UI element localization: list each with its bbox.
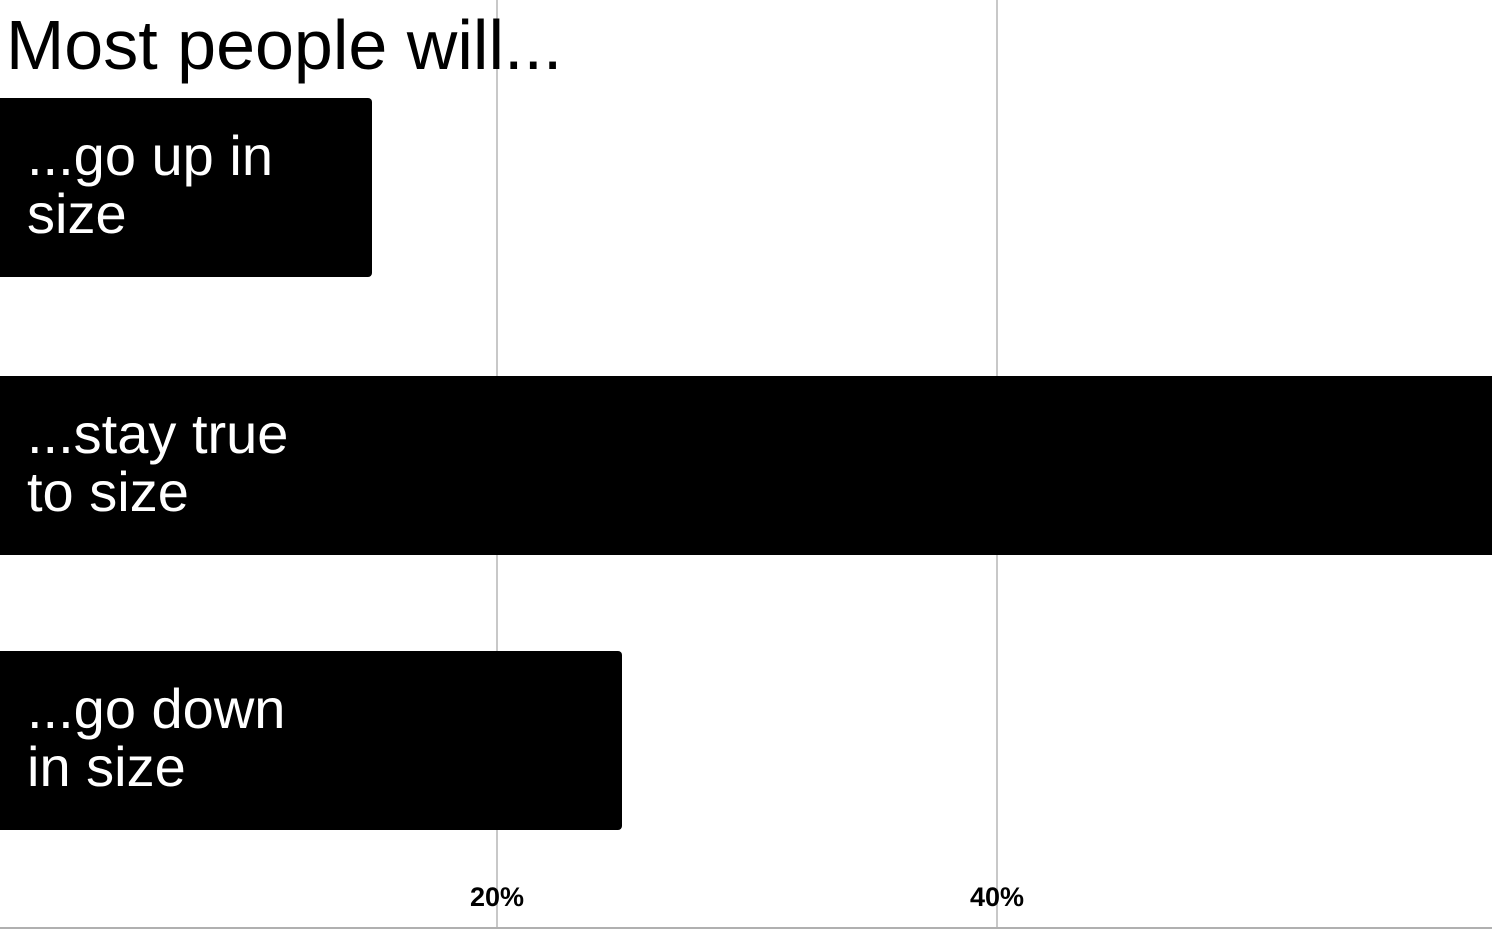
bar-label-2-line-1: ...stay true (27, 402, 288, 465)
bar-1 (0, 98, 372, 277)
bar-label-1: ...go up in size (27, 124, 273, 245)
bar-label-2-line-2: to size (27, 460, 189, 523)
x-tick-label-1: 20% (470, 882, 524, 912)
bar-3 (0, 651, 622, 830)
bar-label-3: ...go down in size (27, 677, 285, 798)
bar-labels: ...go up in size ...stay true to size ...go … (27, 124, 288, 798)
chart-title: Most people will... (6, 6, 562, 84)
bar-label-3-line-1: ...go down (27, 677, 285, 740)
bar-2 (0, 376, 1492, 555)
x-tick-label-2: 40% (970, 882, 1024, 912)
bar-label-1-line-2: size (27, 182, 127, 245)
x-axis-ticks: 20% 40% (470, 882, 1024, 912)
bar-label-1-line-1: ...go up in (27, 124, 273, 187)
bars (0, 98, 1492, 830)
bar-label-3-line-2: in size (27, 735, 186, 798)
bar-label-2: ...stay true to size (27, 402, 288, 523)
